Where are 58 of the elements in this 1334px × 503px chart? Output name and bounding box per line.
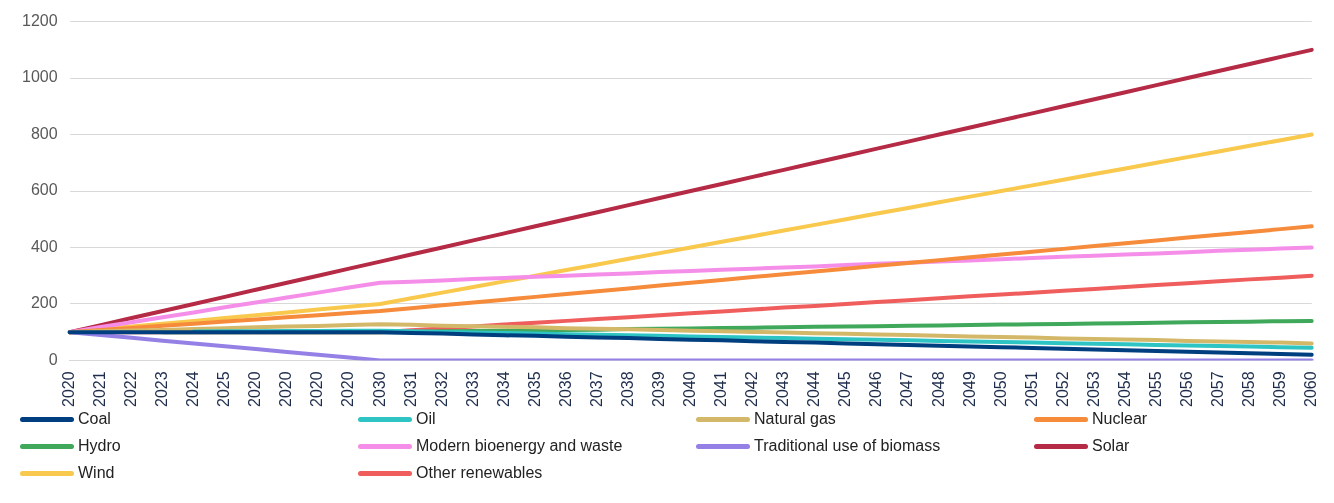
- y-tick-label: 0: [48, 350, 58, 368]
- x-tick-label: 2034: [494, 371, 512, 407]
- x-tick-label: 2022: [122, 371, 140, 407]
- y-tick-label: 1000: [22, 68, 58, 86]
- x-tick-label: 2041: [712, 371, 730, 407]
- legend-label: Nuclear: [1092, 410, 1148, 428]
- x-tick-label: 2048: [929, 371, 947, 407]
- legend-label: Natural gas: [754, 410, 836, 428]
- x-tick-label: 2020: [246, 371, 264, 407]
- x-tick-label: 2050: [991, 371, 1009, 407]
- y-tick-label: 600: [30, 181, 58, 199]
- x-tick-label: 2035: [525, 371, 543, 407]
- y-tick-label: 200: [30, 294, 58, 312]
- legend-label: Modern bioenergy and waste: [416, 437, 623, 455]
- x-tick-label: 2054: [1115, 371, 1133, 407]
- x-tick-label: 2058: [1240, 371, 1258, 407]
- x-tick-label: 2055: [1146, 371, 1164, 407]
- y-tick-label: 1200: [22, 12, 58, 30]
- x-tick-label: 2032: [432, 371, 450, 407]
- legend-label: Hydro: [78, 437, 121, 455]
- legend-label: Traditional use of biomass: [754, 437, 941, 455]
- x-tick-label: 2030: [370, 371, 388, 407]
- y-tick-label: 800: [30, 124, 58, 142]
- legend-label: Oil: [416, 410, 436, 428]
- x-tick-label: 2033: [463, 371, 481, 407]
- x-tick-label: 2044: [805, 371, 823, 407]
- x-tick-label: 2059: [1271, 371, 1289, 407]
- x-tick-label: 2047: [898, 371, 916, 407]
- y-tick-label: 400: [30, 237, 58, 255]
- x-tick-label: 2031: [401, 371, 419, 407]
- x-tick-label: 2037: [587, 371, 605, 407]
- x-tick-label: 2036: [556, 371, 574, 407]
- x-tick-label: 2045: [836, 371, 854, 407]
- x-tick-label: 2023: [153, 371, 171, 407]
- x-tick-label: 2040: [681, 371, 699, 407]
- x-tick-label: 2043: [774, 371, 792, 407]
- legend-label: Coal: [78, 410, 111, 428]
- x-tick-label: 2025: [215, 371, 233, 407]
- x-tick-label: 2020: [339, 371, 357, 407]
- x-tick-label: 2060: [1302, 371, 1320, 407]
- x-tick-label: 2020: [60, 371, 77, 407]
- x-tick-label: 2039: [650, 371, 668, 407]
- legend-label: Wind: [78, 464, 115, 482]
- x-tick-label: 2056: [1177, 371, 1195, 407]
- x-tick-label: 2042: [743, 371, 761, 407]
- x-tick-label: 2051: [1022, 371, 1040, 407]
- x-tick-label: 2057: [1209, 371, 1227, 407]
- legend-label: Solar: [1092, 437, 1130, 455]
- x-tick-label: 2038: [618, 371, 636, 407]
- x-tick-label: 2020: [277, 371, 295, 407]
- legend-label: Other renewables: [416, 464, 543, 482]
- x-tick-label: 2021: [91, 371, 109, 407]
- x-tick-label: 2024: [184, 371, 202, 407]
- x-tick-label: 2053: [1084, 371, 1102, 407]
- x-tick-label: 2020: [308, 371, 326, 407]
- x-tick-label: 2049: [960, 371, 978, 407]
- x-tick-label: 2046: [867, 371, 885, 407]
- x-tick-label: 2052: [1053, 371, 1071, 407]
